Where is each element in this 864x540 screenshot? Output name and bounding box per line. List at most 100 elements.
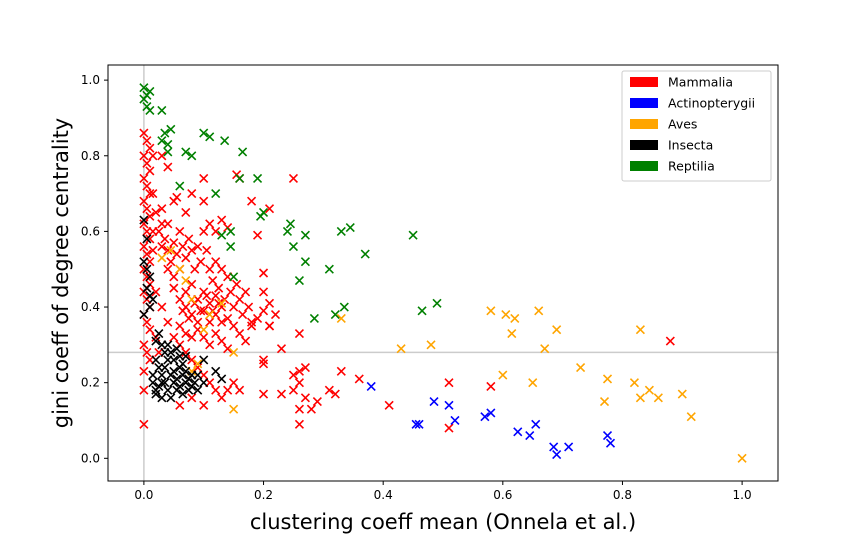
data-point-marker xyxy=(644,385,654,395)
data-point-marker xyxy=(175,294,185,305)
data-point-marker xyxy=(205,132,215,142)
data-point-marker xyxy=(226,287,236,297)
data-point-marker xyxy=(223,344,233,354)
data-point-marker xyxy=(145,143,155,153)
data-point-marker xyxy=(154,226,164,236)
data-point-marker xyxy=(151,336,161,346)
data-point-marker xyxy=(486,306,496,316)
data-point-marker xyxy=(501,310,511,320)
data-point-marker xyxy=(653,393,663,403)
data-point-marker xyxy=(142,283,152,293)
data-point-marker xyxy=(166,347,176,357)
legend-label: Actinopterygii xyxy=(668,96,755,111)
data-point-marker xyxy=(157,136,167,146)
data-point-marker xyxy=(196,306,206,316)
data-point-marker xyxy=(330,310,340,320)
data-point-marker xyxy=(635,393,645,403)
data-point-marker xyxy=(172,374,182,384)
data-point-marker xyxy=(232,279,242,289)
data-point-marker xyxy=(309,313,319,323)
data-point-marker xyxy=(366,381,376,392)
data-point-marker xyxy=(199,378,209,388)
x-tick-label: 0.0 xyxy=(134,488,153,502)
data-point-marker xyxy=(148,245,158,255)
data-point-marker xyxy=(235,173,245,184)
y-axis-ticks: 0.0 0.2 0.4 0.6 0.8 1.0 xyxy=(81,73,108,465)
data-point-marker xyxy=(202,291,212,301)
data-point-marker xyxy=(172,344,182,354)
legend-label: Reptilia xyxy=(668,159,715,174)
data-point-marker xyxy=(199,400,209,410)
plot-frame xyxy=(107,64,779,482)
data-point-marker xyxy=(252,173,263,184)
data-point-marker xyxy=(175,181,185,191)
data-point-marker xyxy=(285,219,296,229)
y-tick-label: 1.0 xyxy=(81,73,100,87)
data-point-marker xyxy=(217,298,227,308)
data-point-marker xyxy=(354,374,364,384)
data-point-marker xyxy=(220,136,230,146)
data-point-marker xyxy=(238,147,248,157)
data-point-marker xyxy=(142,181,152,191)
data-point-marker xyxy=(229,302,239,312)
y-tick-label: 0.2 xyxy=(81,376,100,390)
data-point-marker xyxy=(549,442,559,452)
data-point-marker xyxy=(244,302,254,312)
data-point-marker xyxy=(145,189,155,199)
data-point-marker xyxy=(142,234,152,244)
data-point-marker xyxy=(528,378,538,388)
data-point-marker xyxy=(181,351,191,361)
data-point-marker xyxy=(139,219,149,229)
data-point-marker xyxy=(187,294,197,305)
data-point-marker xyxy=(151,355,161,365)
data-point-marker xyxy=(336,226,346,236)
data-point-marker xyxy=(175,321,185,331)
data-point-marker xyxy=(145,302,155,312)
data-point-marker xyxy=(157,393,167,403)
data-point-marker xyxy=(157,302,167,312)
data-point-marker xyxy=(294,366,304,376)
legend: Mammalia Actinopterygii Aves Insecta Reptili… xyxy=(621,70,772,182)
y-tick-label: 0.6 xyxy=(81,224,100,238)
data-point-marker xyxy=(534,306,544,316)
data-point-marker xyxy=(217,230,227,240)
data-point-marker xyxy=(214,298,224,308)
data-point-marker xyxy=(169,366,179,376)
data-point-marker xyxy=(486,408,496,418)
data-point-marker xyxy=(235,294,245,305)
data-point-marker xyxy=(169,238,179,248)
data-point-marker xyxy=(288,370,299,380)
data-point-marker xyxy=(602,431,613,441)
data-point-marker xyxy=(181,207,191,218)
data-point-marker xyxy=(139,215,149,225)
data-point-marker xyxy=(139,83,149,93)
data-point-marker xyxy=(226,241,236,252)
data-point-marker xyxy=(142,264,152,274)
data-point-marker xyxy=(193,362,203,373)
data-point-marker xyxy=(175,226,185,236)
data-point-marker xyxy=(139,419,149,429)
series-actinopterygii xyxy=(366,381,616,460)
data-point-marker xyxy=(264,298,275,308)
data-point-marker xyxy=(330,389,340,399)
data-point-marker xyxy=(187,151,197,161)
data-point-marker xyxy=(187,393,197,403)
data-point-marker xyxy=(154,328,164,339)
data-point-marker xyxy=(181,147,191,157)
data-point-marker xyxy=(229,272,239,282)
data-point-marker xyxy=(199,196,209,206)
data-point-marker xyxy=(450,415,460,426)
data-point-marker xyxy=(184,234,194,244)
data-point-marker xyxy=(184,374,194,384)
y-tick-label: 0.4 xyxy=(81,300,100,314)
data-point-marker xyxy=(139,257,149,267)
data-point-marker xyxy=(163,264,173,274)
data-point-marker xyxy=(178,306,188,316)
data-point-marker xyxy=(148,189,158,199)
data-point-marker xyxy=(223,385,233,395)
data-point-marker xyxy=(211,385,221,395)
data-point-marker xyxy=(247,196,257,206)
data-point-marker xyxy=(258,306,269,316)
data-point-marker xyxy=(229,378,239,388)
